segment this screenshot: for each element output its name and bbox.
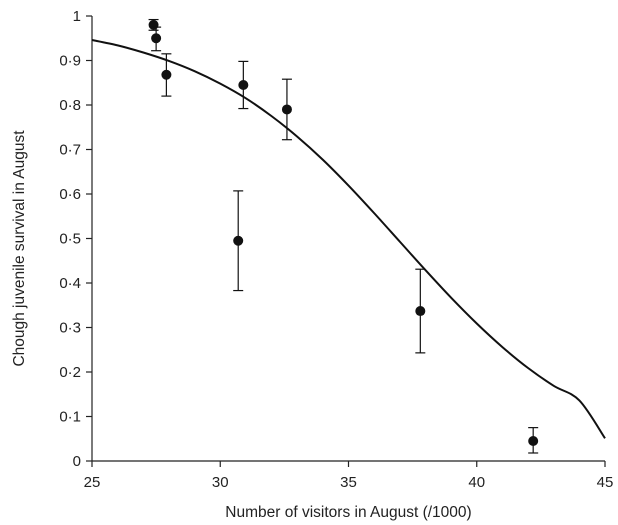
y-tick-label: 0·5 <box>59 231 81 248</box>
y-tick-label: 0·1 <box>59 409 81 426</box>
x-tick-label: 30 <box>212 474 229 491</box>
data-point <box>415 306 426 317</box>
data-point <box>528 435 539 446</box>
x-tick-label: 40 <box>468 474 485 491</box>
y-tick-label: 0·9 <box>59 53 81 70</box>
y-tick-label: 0 <box>73 453 81 470</box>
data-point <box>161 69 172 80</box>
data-point <box>233 235 244 246</box>
y-axis-title: Chough juvenile survival in August <box>11 130 28 367</box>
fitted-curve-layer <box>91 39 606 439</box>
data-point <box>281 104 292 115</box>
x-axis-title: Number of visitors in August (/1000) <box>225 504 471 521</box>
x-axis-ticks: 25 30 35 40 45 <box>84 461 614 491</box>
fitted-curve <box>91 39 606 439</box>
axes <box>91 16 605 462</box>
y-tick-label: 1 <box>73 8 81 25</box>
data-point <box>148 19 159 30</box>
y-tick-label: 0·3 <box>59 320 81 337</box>
y-tick-label: 0·2 <box>59 364 81 381</box>
x-tick-label: 45 <box>597 474 614 491</box>
y-tick-label: 0·6 <box>59 186 81 203</box>
y-tick-label: 0·8 <box>59 97 81 114</box>
x-tick-label: 35 <box>340 474 357 491</box>
data-points-layer <box>148 18 539 454</box>
y-axis-ticks: 0 0·1 0·2 0·3 0·4 0·5 0·6 0·7 0·8 0·9 1 <box>59 8 92 470</box>
x-tick-label: 25 <box>84 474 101 491</box>
y-tick-label: 0·4 <box>59 275 81 292</box>
data-point <box>238 79 249 90</box>
data-point <box>151 33 162 44</box>
y-tick-label: 0·7 <box>59 142 81 159</box>
